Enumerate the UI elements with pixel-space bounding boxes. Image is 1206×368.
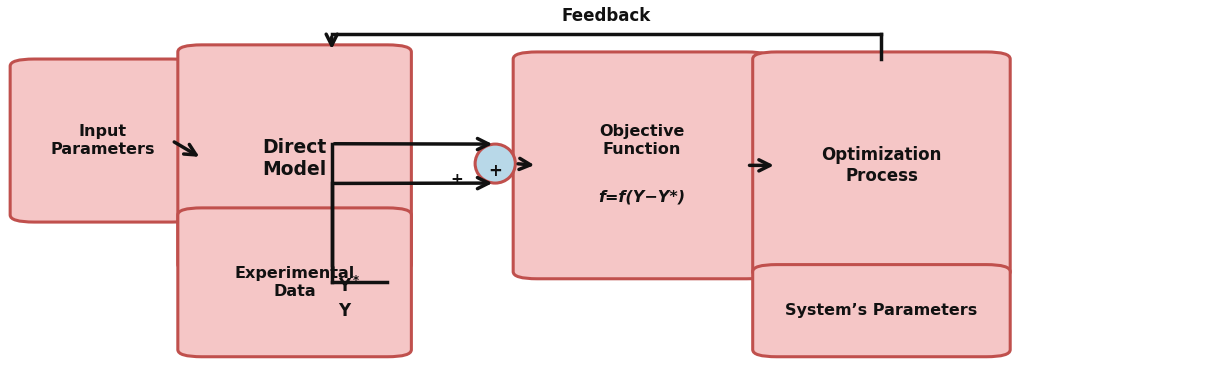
FancyBboxPatch shape <box>753 265 1011 357</box>
Text: Experimental
Data: Experimental Data <box>234 266 355 298</box>
FancyBboxPatch shape <box>753 52 1011 279</box>
Text: +: + <box>488 162 502 180</box>
Text: Optimization
Process: Optimization Process <box>821 146 942 185</box>
FancyBboxPatch shape <box>10 59 195 222</box>
Text: Input
Parameters: Input Parameters <box>51 124 156 157</box>
Text: f=f(Y−Y*): f=f(Y−Y*) <box>598 190 685 205</box>
Text: +: + <box>451 172 463 187</box>
Text: $\mathbf{Y}$: $\mathbf{Y}$ <box>338 302 352 320</box>
FancyBboxPatch shape <box>177 208 411 357</box>
Text: Direct
Model: Direct Model <box>263 138 327 179</box>
FancyBboxPatch shape <box>177 45 411 272</box>
FancyBboxPatch shape <box>514 52 771 279</box>
Text: Objective
Function: Objective Function <box>599 124 685 157</box>
Text: $\mathbf{Y^*}$: $\mathbf{Y^*}$ <box>338 276 361 296</box>
Text: Feedback: Feedback <box>562 7 651 25</box>
Text: System’s Parameters: System’s Parameters <box>785 303 978 318</box>
Ellipse shape <box>475 144 515 183</box>
